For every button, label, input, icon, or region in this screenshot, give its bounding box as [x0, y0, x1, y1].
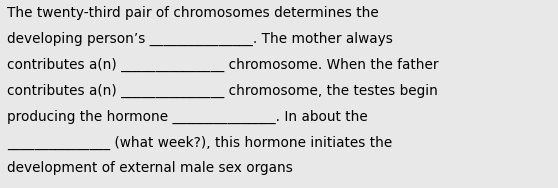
Text: contributes a(n) _______________ chromosome, the testes begin: contributes a(n) _______________ chromos…	[7, 83, 437, 98]
Text: producing the hormone _______________. In about the: producing the hormone _______________. I…	[7, 109, 368, 124]
Text: contributes a(n) _______________ chromosome. When the father: contributes a(n) _______________ chromos…	[7, 58, 438, 72]
Text: developing person’s _______________. The mother always: developing person’s _______________. The…	[7, 32, 393, 46]
Text: _______________ (what week?), this hormone initiates the: _______________ (what week?), this hormo…	[7, 135, 392, 149]
Text: The twenty-third pair of chromosomes determines the: The twenty-third pair of chromosomes det…	[7, 6, 378, 20]
Text: development of external male sex organs: development of external male sex organs	[7, 161, 292, 175]
